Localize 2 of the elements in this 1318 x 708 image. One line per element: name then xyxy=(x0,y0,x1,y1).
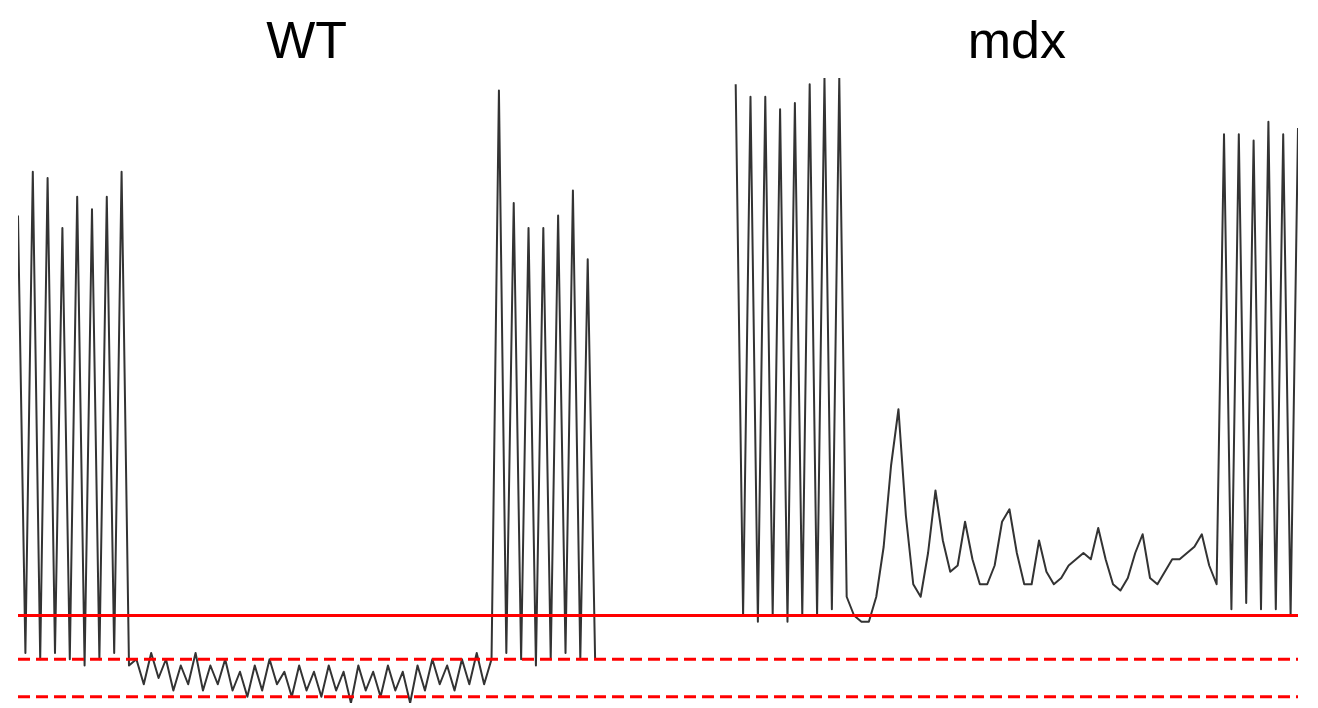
text: WT xyxy=(265,10,348,71)
text: mdx xyxy=(966,10,1067,71)
